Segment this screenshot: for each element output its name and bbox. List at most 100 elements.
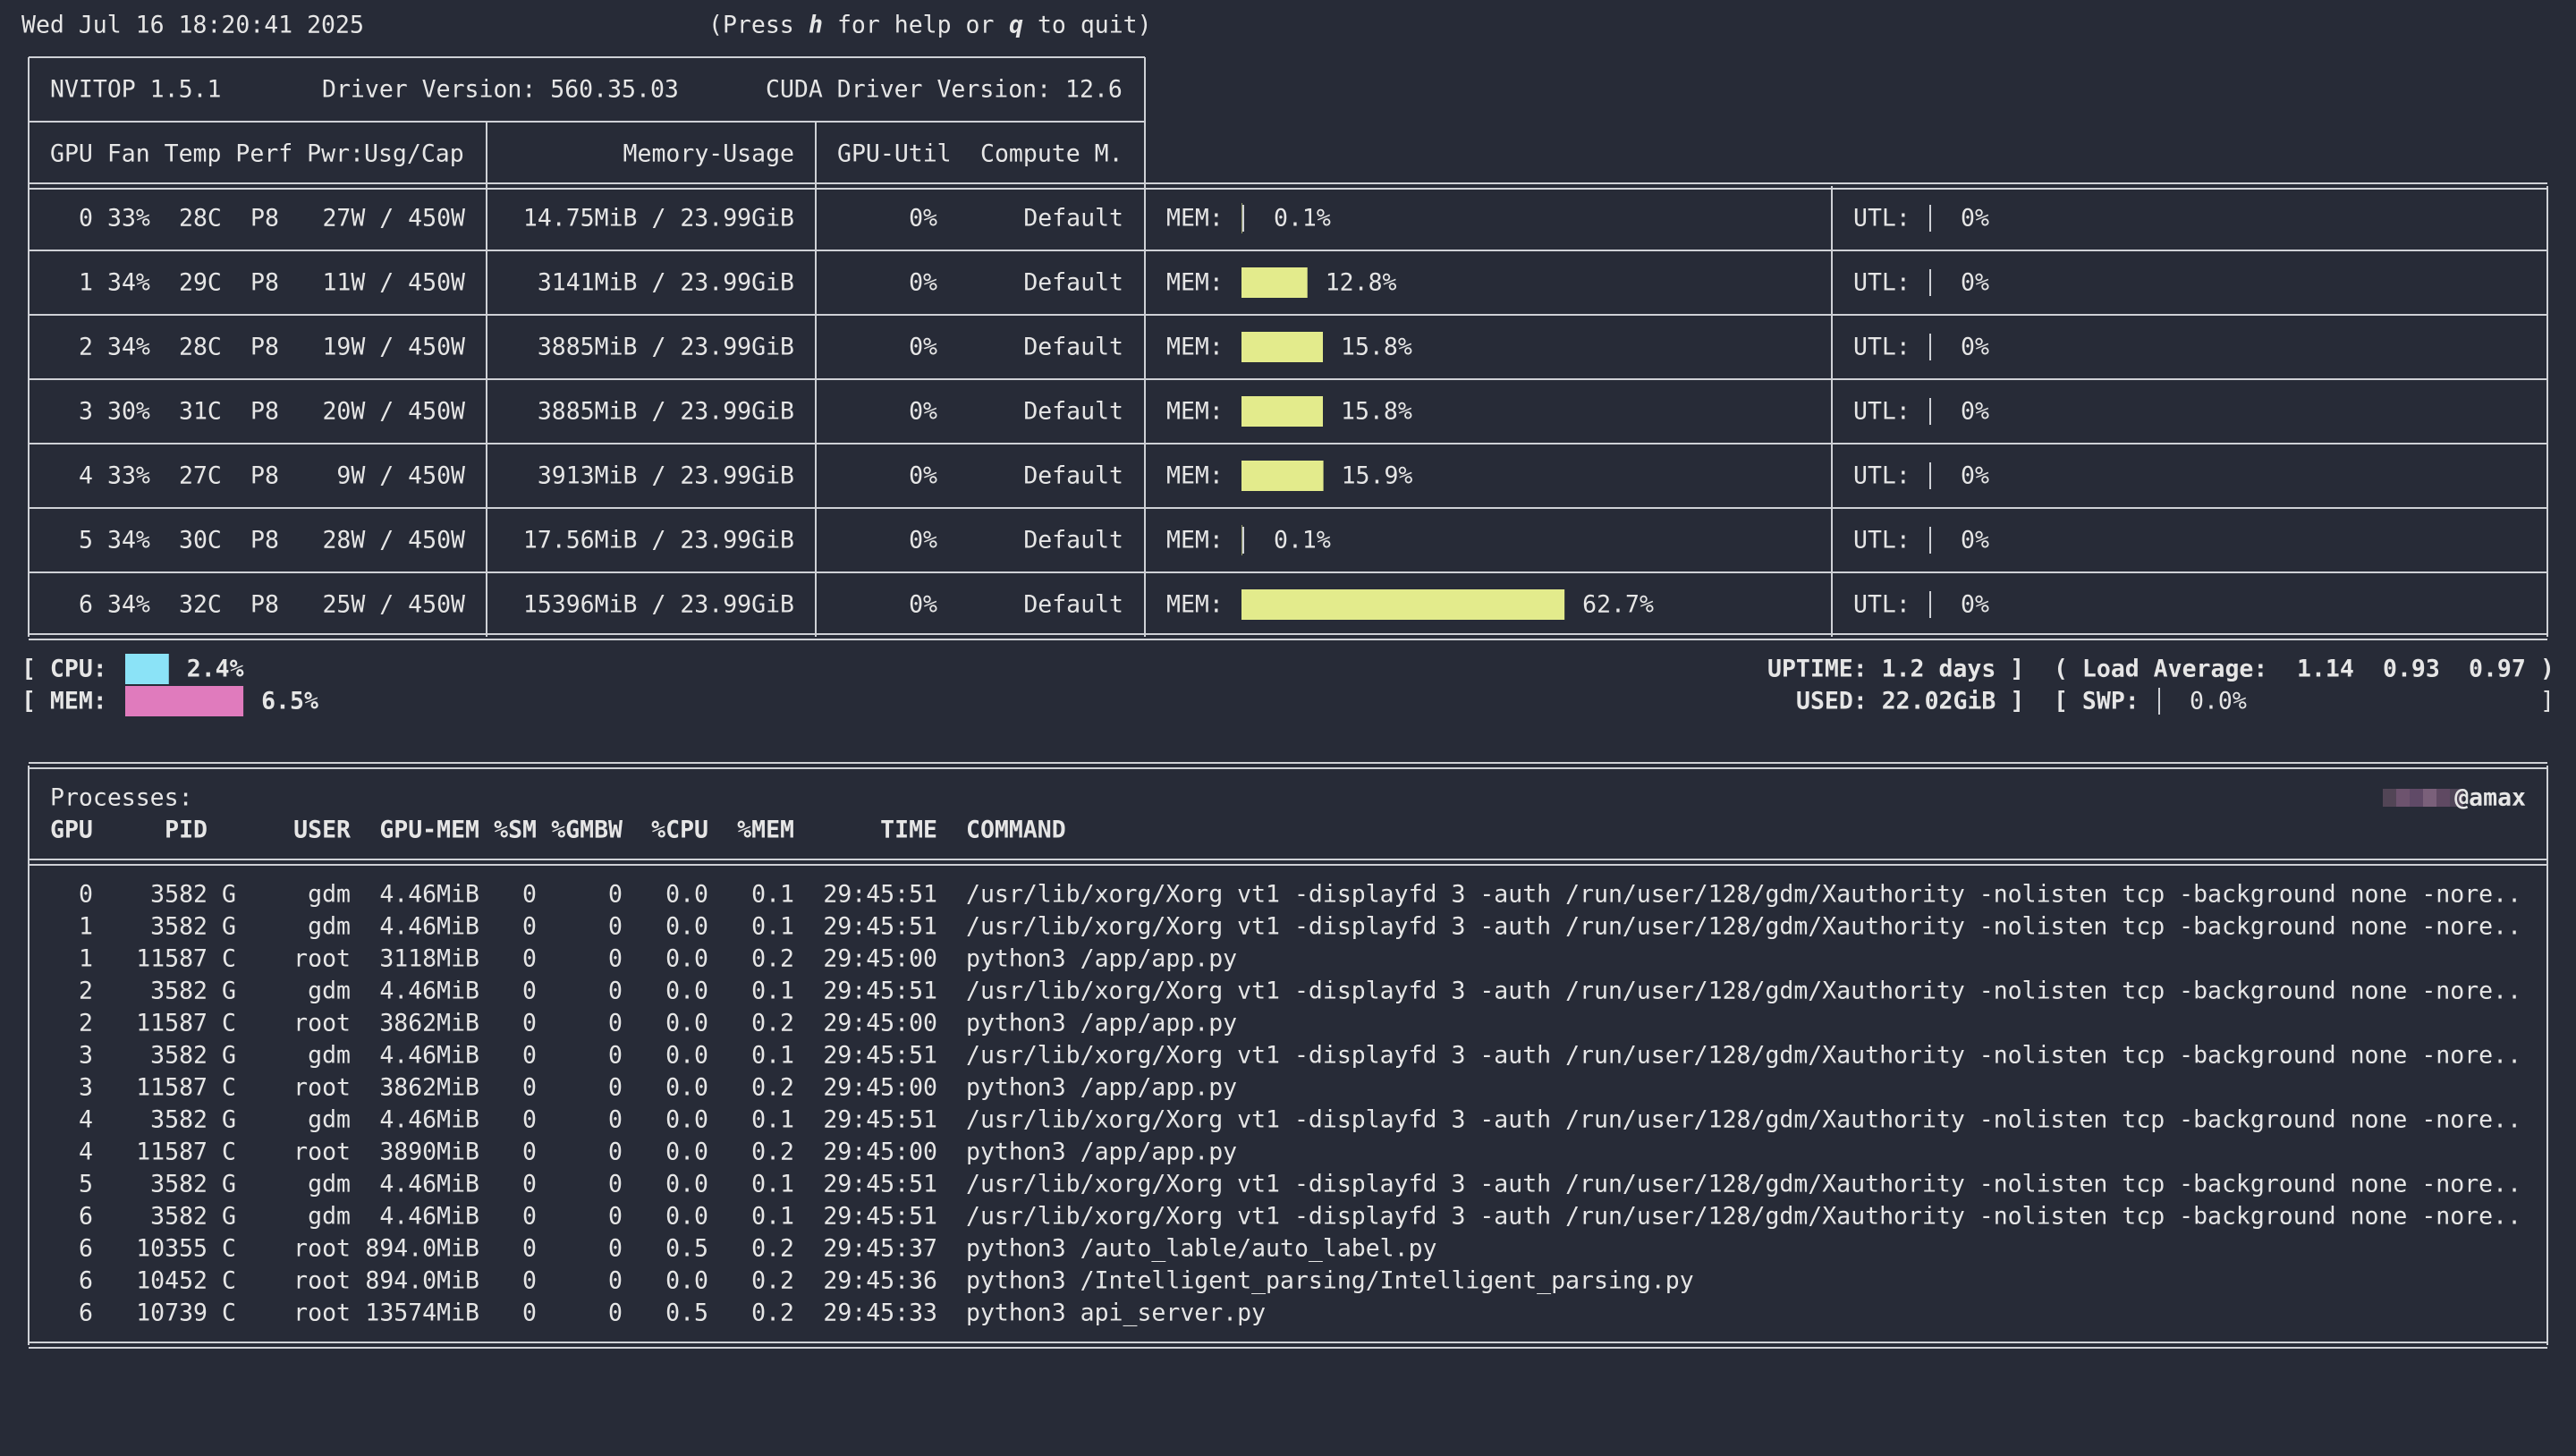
gpu-util: 0% (909, 591, 937, 619)
process-field: 0 (522, 1042, 537, 1070)
swap-tag: [ SWP: (2054, 688, 2140, 715)
perf-state: P8 (250, 398, 279, 426)
process-field: 0.1 (751, 1203, 794, 1231)
gpu-util: 0% (909, 462, 937, 490)
process-field: 0 (522, 1203, 537, 1231)
processes-title: Processes: (50, 784, 193, 812)
process-field: root (293, 1267, 351, 1295)
meter-bar (1241, 589, 1565, 620)
perf-state: P8 (250, 269, 279, 297)
compute-mode: Default (1023, 591, 1123, 619)
process-field: root (293, 1010, 351, 1037)
process-field: G (222, 913, 236, 941)
process-field: C (222, 1235, 236, 1263)
process-field: 10452 (136, 1267, 208, 1295)
process-column-header: TIME (880, 817, 937, 844)
redacted-user (2410, 789, 2423, 807)
process-field: 0 (522, 913, 537, 941)
util-tag: UTL: (1853, 591, 1911, 619)
process-gpu: 4 (79, 1139, 93, 1166)
process-column-header: USER (293, 817, 351, 844)
process-field: 0 (522, 1074, 537, 1102)
meter-label: 15.8% (1341, 334, 1412, 361)
process-field: 3118MiB (379, 945, 479, 973)
process-field: 0 (608, 1171, 623, 1198)
driver-version: Driver Version: 560.35.03 (322, 76, 679, 104)
process-field: 13574MiB (365, 1299, 479, 1327)
version: NVITOP 1.5.1 (50, 76, 221, 104)
process-field: 4.46MiB (379, 1106, 479, 1134)
mem-used: USED: 22.02GiB ] (1796, 688, 2024, 715)
process-field: 11587 (136, 1010, 208, 1037)
util-tag: UTL: (1853, 205, 1911, 233)
column-header: Compute M. (980, 140, 1123, 168)
fan: 34% (107, 334, 150, 361)
meter-label: 0% (1961, 462, 1989, 490)
process-field: 3582 (150, 978, 208, 1005)
process-field: root (293, 1235, 351, 1263)
uptime: UPTIME: 1.2 days ] (1767, 656, 2024, 683)
power: 9W / 450W (336, 462, 465, 490)
mem-tag: MEM: (1166, 398, 1224, 426)
perf-state: P8 (250, 527, 279, 554)
process-field: 3582 (150, 1042, 208, 1070)
load-value: 0.93 (2383, 656, 2440, 683)
process-field: 3862MiB (379, 1010, 479, 1037)
gpu-util: 0% (909, 269, 937, 297)
process-field: C (222, 1074, 236, 1102)
help-text: for help or (823, 12, 1008, 39)
help-key: h (809, 12, 823, 39)
gpu-id: 5 (79, 527, 93, 554)
load-value: 0.97 (2469, 656, 2526, 683)
process-field: 4.46MiB (379, 913, 479, 941)
process-field: G (222, 881, 236, 909)
process-field: 29:45:36 (823, 1267, 937, 1295)
process-field: root (293, 1139, 351, 1166)
cuda-version: CUDA Driver Version: 12.6 (766, 76, 1123, 104)
meter-bar (1241, 332, 1324, 362)
gpu-id: 1 (79, 269, 93, 297)
process-field: 0.0 (665, 1010, 708, 1037)
process-field: gdm (308, 978, 351, 1005)
meter-label: 2.4% (187, 656, 244, 683)
process-gpu: 1 (79, 913, 93, 941)
meter-label: 15.8% (1341, 398, 1412, 426)
memory-usage: 17.56MiB / 23.99GiB (523, 527, 794, 554)
process-column-header: PID (165, 817, 208, 844)
gpu-id: 3 (79, 398, 93, 426)
process-field: 0.0 (665, 1106, 708, 1134)
process-gpu: 5 (79, 1171, 93, 1198)
perf-state: P8 (250, 591, 279, 619)
help-text: (Press (708, 12, 809, 39)
util-tag: UTL: (1853, 334, 1911, 361)
power: 19W / 450W (322, 334, 465, 361)
process-gpu: 6 (79, 1267, 93, 1295)
process-field: 29:45:51 (823, 1106, 937, 1134)
process-column-header: %MEM (737, 817, 794, 844)
process-field: 0 (522, 1299, 537, 1327)
memory-usage: 15396MiB / 23.99GiB (523, 591, 794, 619)
meter-bar (125, 686, 244, 716)
process-field: python3 api_server.py (966, 1299, 1266, 1327)
process-field: 0 (522, 978, 537, 1005)
process-field: 0 (608, 978, 623, 1005)
process-field: 0.0 (665, 1203, 708, 1231)
process-field: 0.5 (665, 1299, 708, 1327)
process-field: 0 (608, 1267, 623, 1295)
fan: 33% (107, 462, 150, 490)
process-field: 0.2 (751, 945, 794, 973)
memory-usage: 3885MiB / 23.99GiB (538, 334, 794, 361)
process-field: 0.2 (751, 1139, 794, 1166)
process-field: 0.0 (665, 945, 708, 973)
process-field: G (222, 1203, 236, 1231)
meter-label: 62.7% (1582, 591, 1654, 619)
process-field: 0 (608, 1235, 623, 1263)
process-field: 0.0 (665, 978, 708, 1005)
process-field: /usr/lib/xorg/Xorg vt1 -displayfd 3 -aut… (966, 881, 2521, 909)
process-field: 4.46MiB (379, 1203, 479, 1231)
fan: 33% (107, 205, 150, 233)
process-field: 0.1 (751, 1106, 794, 1134)
process-gpu: 2 (79, 978, 93, 1005)
redacted-user (2450, 789, 2463, 807)
